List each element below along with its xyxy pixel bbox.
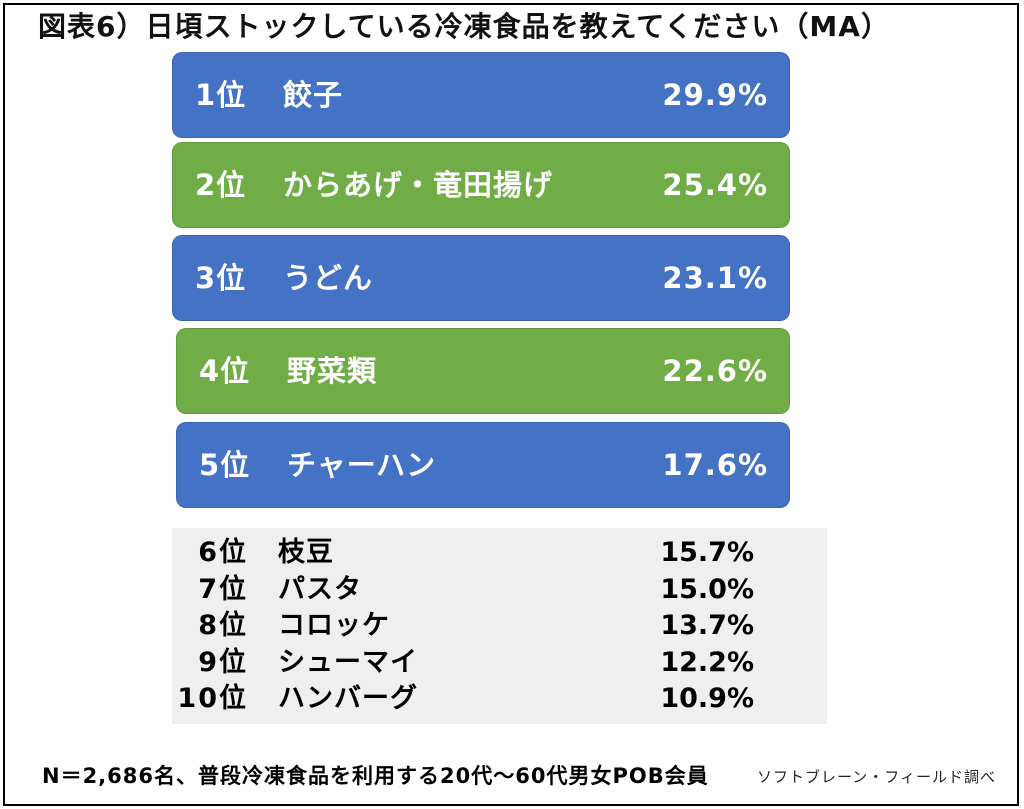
percentage: 22.6% — [662, 354, 768, 388]
rank-label: 6位 — [198, 537, 248, 568]
item-name: ハンバーグ — [278, 683, 418, 714]
lower-ranks-panel: 6位 枝豆 15.7% 7位 パスタ 15.0% 8位 コロッケ 13.7% 9… — [172, 528, 827, 724]
list-row: 7位 パスタ 15.0% — [172, 572, 827, 609]
item-name: シューマイ — [278, 646, 418, 678]
rank-label: 2位 — [195, 168, 247, 202]
rank-box-1: 1位 餃子 29.9% — [172, 52, 790, 138]
rank-box-4: 4位 野菜類 22.6% — [176, 328, 790, 414]
chart-title: 図表6）日頃ストックしている冷凍食品を教えてください（MA） — [38, 10, 890, 43]
percentage: 10.9% — [660, 683, 754, 714]
item-name: パスタ — [278, 573, 362, 605]
percentage: 29.9% — [662, 78, 768, 112]
rank-label: 3位 — [195, 261, 247, 295]
percentage: 12.2% — [660, 646, 754, 678]
percentage: 23.1% — [662, 261, 768, 295]
percentage: 15.7% — [660, 537, 754, 568]
item-name: コロッケ — [278, 610, 390, 641]
item-name: チャーハン — [287, 448, 437, 482]
percentage: 17.6% — [662, 448, 768, 482]
rank-label: 8位 — [198, 610, 248, 641]
rank-label: 9位 — [198, 646, 248, 678]
item-name: からあげ・竜田揚げ — [283, 168, 554, 202]
percentage: 15.0% — [660, 573, 754, 605]
percentage: 13.7% — [660, 610, 754, 641]
survey-note: N＝2,686名、普段冷凍食品を利用する20代～60代男女POB会員 — [42, 764, 709, 788]
source-credit: ソフトブレーン・フィールド調べ — [757, 768, 996, 786]
rank-label: 10位 — [177, 683, 248, 714]
list-row: 8位 コロッケ 13.7% — [172, 608, 827, 645]
list-row: 9位 シューマイ 12.2% — [172, 645, 827, 682]
item-name: 枝豆 — [278, 537, 334, 568]
rank-label: 1位 — [195, 78, 247, 112]
rank-label: 7位 — [198, 573, 248, 605]
item-name: 餃子 — [283, 78, 344, 112]
percentage: 25.4% — [662, 168, 768, 202]
item-name: 野菜類 — [287, 354, 378, 388]
rank-box-5: 5位 チャーハン 17.6% — [176, 422, 790, 508]
list-row: 10位 ハンバーグ 10.9% — [172, 681, 827, 718]
figure-frame — [3, 3, 1019, 806]
rank-label: 5位 — [199, 448, 251, 482]
rank-box-2: 2位 からあげ・竜田揚げ 25.4% — [172, 142, 790, 228]
list-row: 6位 枝豆 15.7% — [172, 535, 827, 572]
rank-box-3: 3位 うどん 23.1% — [172, 235, 790, 321]
rank-label: 4位 — [199, 354, 251, 388]
item-name: うどん — [283, 261, 374, 295]
